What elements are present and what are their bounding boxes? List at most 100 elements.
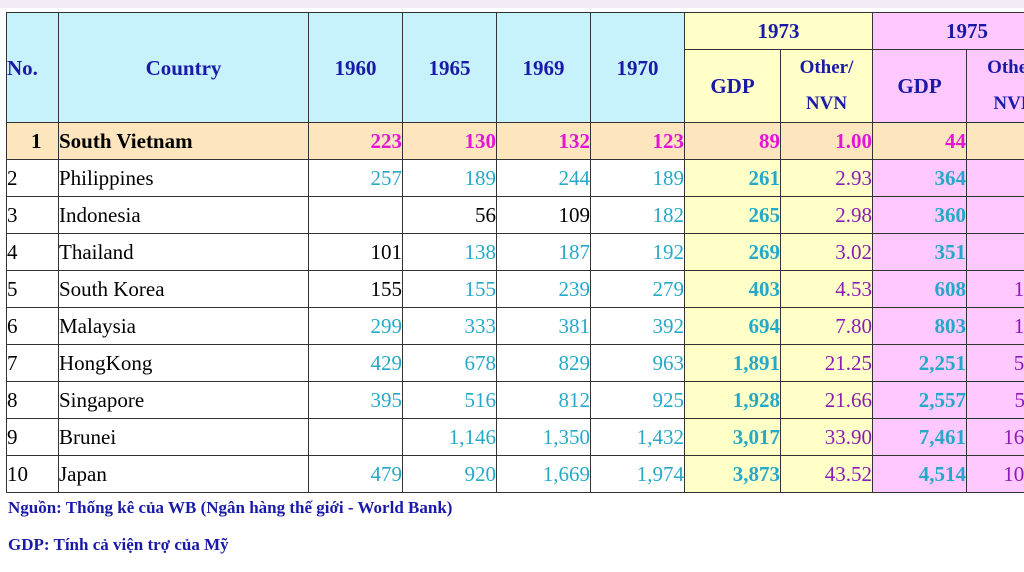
country-name: HongKong — [58, 344, 309, 382]
gdp-1970-cell: 182 — [590, 196, 685, 234]
gdp-1965-cell: 155 — [402, 270, 497, 308]
gdp-1960-cell: 395 — [308, 381, 403, 419]
gdp-1970-cell: 392 — [590, 307, 685, 345]
table-row: 7HongKong4296788299631,89121.252,25151.1… — [6, 344, 1024, 382]
top-strip — [0, 0, 1024, 8]
gdp-1975-cell: 4,514 — [872, 455, 967, 493]
ratio-1973-cell: 1.00 — [780, 122, 873, 160]
ratio-1975-cell: 58.11 — [966, 381, 1024, 419]
country-name: Japan — [58, 455, 309, 493]
gdp-1960-cell: 101 — [308, 233, 403, 271]
ratio-1973-cell: 3.02 — [780, 233, 873, 271]
ratio-1973-cell: 4.53 — [780, 270, 873, 308]
table-row: 10 Japan 479 920 1,669 1,974 3,873 43.52 4,514 10… — [6, 455, 1024, 493]
header-gdp-1975: GDP — [872, 49, 967, 123]
gdp-1960-cell: 429 — [308, 344, 403, 382]
gdp-1975-cell: 2,251 — [872, 344, 967, 382]
gdp-1969-cell: 381 — [496, 307, 591, 345]
header-other-1975-line1: Other/ — [987, 57, 1024, 78]
gdp-1970-cell: 279 — [590, 270, 685, 308]
ratio-1975-cell: 8.18 — [966, 196, 1024, 234]
country-name: Malaysia — [58, 307, 309, 345]
gdp-1965-cell: 678 — [402, 344, 497, 382]
gdp-1965-cell: 138 — [402, 233, 497, 271]
gdp-1973-cell: 1,891 — [684, 344, 781, 382]
gdp-1975-cell: 803 — [872, 307, 967, 345]
gdp-note: GDP: Tính cả viện trợ của Mỹ — [8, 535, 229, 554]
gdp-1975-cell: 351 — [872, 233, 967, 271]
gdp-1965-cell: 516 — [402, 381, 497, 419]
country-name: Thailand — [58, 233, 309, 271]
source-note: Nguồn: Thống kê của WB (Ngân hàng thế gi… — [8, 498, 453, 517]
gdp-1969-cell: 829 — [496, 344, 591, 382]
header-other-1973-line1: Other/ — [799, 57, 854, 78]
gdp-1969-cell: 109 — [496, 196, 591, 234]
gdp-1970-cell: 963 — [590, 344, 685, 382]
gdp-1960-cell — [308, 418, 403, 456]
gdp-table: No. Country 1960 1965 1969 1970 1973 197… — [6, 12, 1024, 493]
country-name: Brunei — [58, 418, 309, 456]
row-number: 8 — [6, 381, 59, 419]
header-row-sub: GDP Other/NVN GDP Other/NVN — [7, 49, 1024, 123]
gdp-1975-cell: 2,557 — [872, 381, 967, 419]
country-name: Indonesia — [58, 196, 309, 234]
country-name: South Korea — [58, 270, 309, 308]
header-no: No. — [6, 12, 59, 123]
ratio-1975-cell: 169.57 — [966, 418, 1024, 456]
gdp-1973-cell: 261 — [684, 159, 781, 197]
gdp-1973-cell: 1,928 — [684, 381, 781, 419]
ratio-1975-cell: 51.16 — [966, 344, 1024, 382]
header-1970: 1970 — [590, 12, 685, 123]
gdp-1975-cell: 608 — [872, 270, 967, 308]
ratio-1975-cell: 18.25 — [966, 307, 1024, 345]
gdp-1975-cell: 7,461 — [872, 418, 967, 456]
gdp-1969-cell: 244 — [496, 159, 591, 197]
header-other-1973: Other/NVN — [780, 49, 873, 123]
gdp-1960-cell: 155 — [308, 270, 403, 308]
gdp-1975-cell: 44 — [872, 122, 967, 160]
gdp-1960-cell: 257 — [308, 159, 403, 197]
header-country: Country — [58, 12, 309, 123]
gdp-1973-cell: 3,017 — [684, 418, 781, 456]
gdp-1970-cell: 1,432 — [590, 418, 685, 456]
header-row-top: No. Country 1960 1965 1969 1970 1973 197… — [6, 12, 1024, 123]
gdp-1973-cell: 3,873 — [684, 455, 781, 493]
row-number: 9 — [6, 418, 59, 456]
ratio-1973-cell: 2.98 — [780, 196, 873, 234]
gdp-1969-cell: 1,350 — [496, 418, 591, 456]
gdp-1960-cell: 479 — [308, 455, 403, 493]
gdp-1970-cell: 123 — [590, 122, 685, 160]
gdp-1969-cell: 1,669 — [496, 455, 591, 493]
gdp-1975-cell: 364 — [872, 159, 967, 197]
gdp-1960-cell: 299 — [308, 307, 403, 345]
gdp-1973-cell: 694 — [684, 307, 781, 345]
header-other-1973-line2: NVN — [805, 93, 848, 114]
row-number: 6 — [6, 307, 59, 345]
header-other-1975-line2: NVN — [993, 93, 1024, 114]
ratio-1973-cell: 33.90 — [780, 418, 873, 456]
gdp-1965-cell: 920 — [402, 455, 497, 493]
country-name: Singapore — [58, 381, 309, 419]
gdp-1965-cell: 189 — [402, 159, 497, 197]
ratio-1973-cell: 21.66 — [780, 381, 873, 419]
row-number: 7 — [6, 344, 59, 382]
gdp-1975-cell: 360 — [872, 196, 967, 234]
header-other-1975: Other/NVN — [966, 49, 1024, 123]
row-number: 2 — [6, 159, 59, 197]
header-group-1973: 1973 — [684, 12, 873, 50]
country-name: South Vietnam — [58, 122, 309, 160]
gdp-1969-cell: 187 — [496, 233, 591, 271]
row-number: 5 — [6, 270, 59, 308]
ratio-1973-cell: 21.25 — [780, 344, 873, 382]
gdp-1970-cell: 925 — [590, 381, 685, 419]
gdp-1965-cell: 56 — [402, 196, 497, 234]
ratio-1973-cell: 2.93 — [780, 159, 873, 197]
